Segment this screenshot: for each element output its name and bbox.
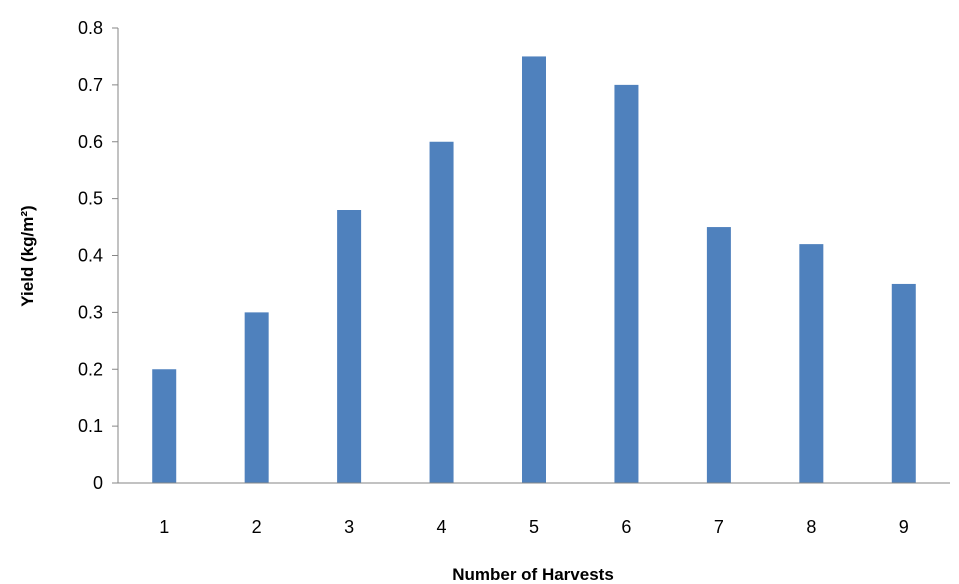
y-tick-label: 0.6 bbox=[78, 132, 103, 152]
x-axis-title: Number of Harvests bbox=[452, 565, 614, 584]
y-axis-title: Yield (kg/m²) bbox=[18, 205, 37, 306]
bar bbox=[614, 84, 639, 483]
bar bbox=[337, 210, 362, 483]
y-tick-label: 0.3 bbox=[78, 302, 103, 322]
x-tick-label: 7 bbox=[714, 517, 724, 537]
x-tick-label: 9 bbox=[899, 517, 909, 537]
x-tick-label: 8 bbox=[806, 517, 816, 537]
y-tick-label: 0.7 bbox=[78, 75, 103, 95]
x-tick-label: 1 bbox=[159, 517, 169, 537]
y-tick-label: 0.4 bbox=[78, 246, 103, 266]
x-tick-label: 6 bbox=[621, 517, 631, 537]
bar bbox=[706, 227, 731, 483]
bar bbox=[244, 312, 269, 483]
bar bbox=[522, 56, 546, 483]
y-tick-label: 0 bbox=[93, 473, 103, 493]
bar bbox=[799, 244, 824, 483]
x-tick-label: 4 bbox=[437, 517, 447, 537]
y-tick-label: 0.1 bbox=[78, 416, 103, 436]
x-tick-label: 3 bbox=[344, 517, 354, 537]
y-tick-label: 0.5 bbox=[78, 189, 103, 209]
x-tick-label: 5 bbox=[529, 517, 539, 537]
x-tick-label: 2 bbox=[252, 517, 262, 537]
axes bbox=[117, 28, 950, 484]
bar bbox=[891, 283, 916, 483]
y-axis-ticks: 0 0.1 0.2 0.3 0.4 0.5 0.6 0.7 0.8 bbox=[78, 18, 118, 493]
y-tick-label: 0.2 bbox=[78, 359, 103, 379]
y-tick-label: 0.8 bbox=[78, 18, 103, 38]
bars bbox=[152, 56, 916, 483]
x-axis-ticks: 1 2 3 4 5 6 7 8 9 bbox=[159, 517, 909, 537]
bar bbox=[152, 369, 177, 483]
bar bbox=[429, 141, 454, 483]
